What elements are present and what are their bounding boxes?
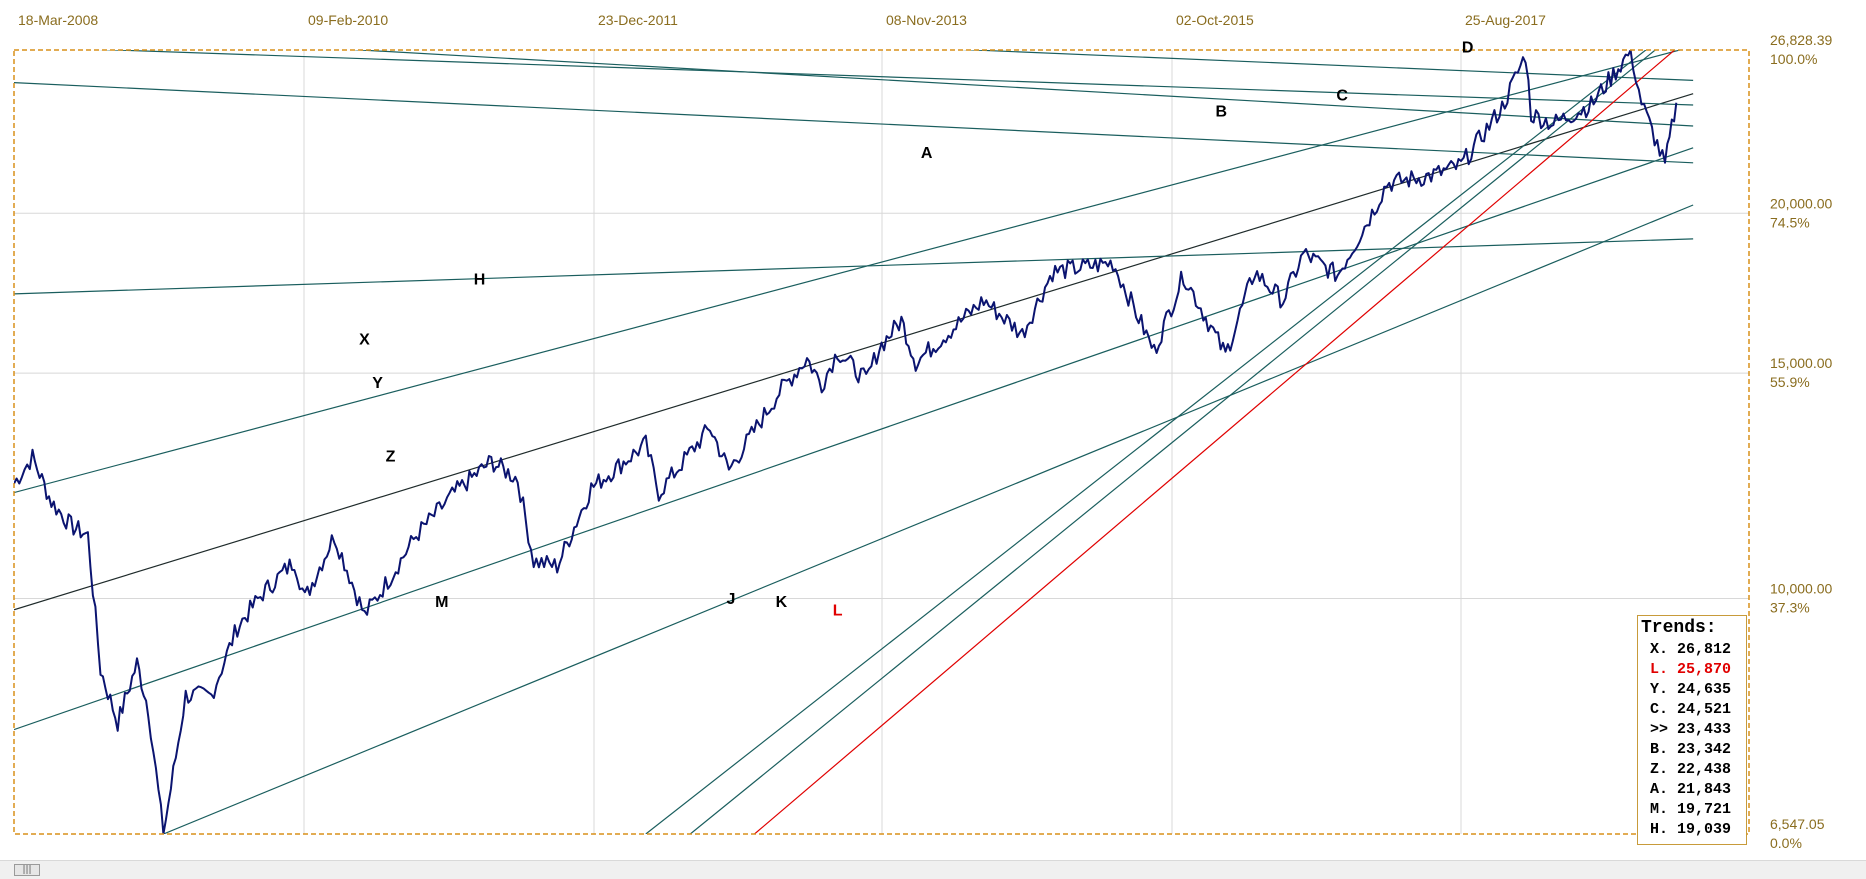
trend-label-m: M (435, 594, 448, 611)
trend-line-x (14, 50, 1683, 494)
price-chart: 18-Mar-2008 09-Feb-2010 23-Dec-2011 08-Nov-… (13, 12, 1832, 851)
trend-label-d: D (1462, 40, 1474, 57)
y-tick-percent: 0.0% (1770, 835, 1802, 851)
trend-label-a: A (921, 145, 933, 162)
y-tick-value: 15,000.00 (1770, 355, 1832, 371)
price-series-line (14, 50, 1678, 834)
trend-row-b: B. 23,342 (1650, 741, 1732, 758)
x-tick-label: 23-Dec-2011 (598, 12, 678, 28)
trend-label-b: B (1216, 104, 1228, 121)
y-tick-value: 20,000.00 (1770, 195, 1832, 211)
trend-label-z: Z (386, 448, 396, 465)
y-tick-percent: 74.5% (1770, 214, 1810, 230)
trend-line-k (689, 50, 1657, 834)
trend-line-b (350, 50, 1694, 127)
trend-line-z (14, 147, 1694, 731)
trends-title: Trends: (1641, 618, 1717, 638)
x-axis-labels: 18-Mar-2008 09-Feb-2010 23-Dec-2011 08-Nov-… (18, 12, 1546, 28)
trend-label-l: L (833, 602, 843, 619)
trend-line-c (98, 50, 1694, 106)
horizontal-scrollbar[interactable]: ||| (0, 860, 1866, 879)
trend-line-m (163, 204, 1694, 834)
trend-row-current: >> 23,433 (1650, 721, 1732, 738)
trend-line-h (14, 238, 1694, 295)
trend-row-y: Y. 24,635 (1650, 681, 1732, 698)
y-tick-value: 6,547.05 (1770, 816, 1825, 832)
trend-row-x: X. 26,812 (1650, 641, 1732, 658)
y-tick-value: 10,000.00 (1770, 581, 1832, 597)
trend-row-z: Z. 22,438 (1650, 761, 1732, 778)
trend-lines (14, 50, 1694, 834)
y-tick-value: 26,828.39 (1770, 32, 1832, 48)
x-tick-label: 02-Oct-2015 (1176, 12, 1254, 28)
trend-label-j: J (727, 591, 736, 608)
y-tick-percent: 55.9% (1770, 374, 1810, 390)
x-tick-label: 25-Aug-2017 (1465, 12, 1546, 28)
trends-legend-panel: Trends: X. 26,812 L. 25,870 Y. 24,635 C.… (1637, 615, 1747, 845)
plot-frame (13, 49, 1750, 835)
trend-row-m: M. 19,721 (1650, 801, 1732, 818)
grid-lines (14, 50, 1749, 834)
trend-row-a: A. 21,843 (1650, 781, 1732, 798)
trend-label-x: X (359, 331, 370, 348)
trend-label-k: K (776, 594, 788, 611)
trend-label-y: Y (372, 375, 383, 392)
scrollbar-thumb[interactable]: ||| (14, 864, 40, 876)
x-tick-label: 09-Feb-2010 (308, 12, 388, 28)
y-axis-labels: 26,828.39 100.0% 20,000.00 74.5% 15,000.00 55… (1770, 32, 1832, 851)
x-tick-label: 18-Mar-2008 (18, 12, 98, 28)
trend-label-c: C (1336, 87, 1348, 104)
y-tick-percent: 37.3% (1770, 600, 1810, 616)
x-tick-label: 08-Nov-2013 (886, 12, 967, 28)
trend-row-l: L. 25,870 (1650, 661, 1732, 678)
trend-row-h: H. 19,039 (1650, 821, 1732, 838)
y-tick-percent: 100.0% (1770, 51, 1817, 67)
trend-line-a (14, 82, 1694, 164)
trend-line-l (754, 50, 1676, 834)
trend-line-d (960, 50, 1694, 82)
trend-label-h: H (474, 271, 486, 288)
trend-line-j (645, 50, 1647, 834)
trend-line-labels: X Y Z M H A B C D J K L (359, 40, 1473, 620)
trend-row-c: C. 24,521 (1650, 701, 1732, 718)
trend-line-y (14, 93, 1694, 611)
